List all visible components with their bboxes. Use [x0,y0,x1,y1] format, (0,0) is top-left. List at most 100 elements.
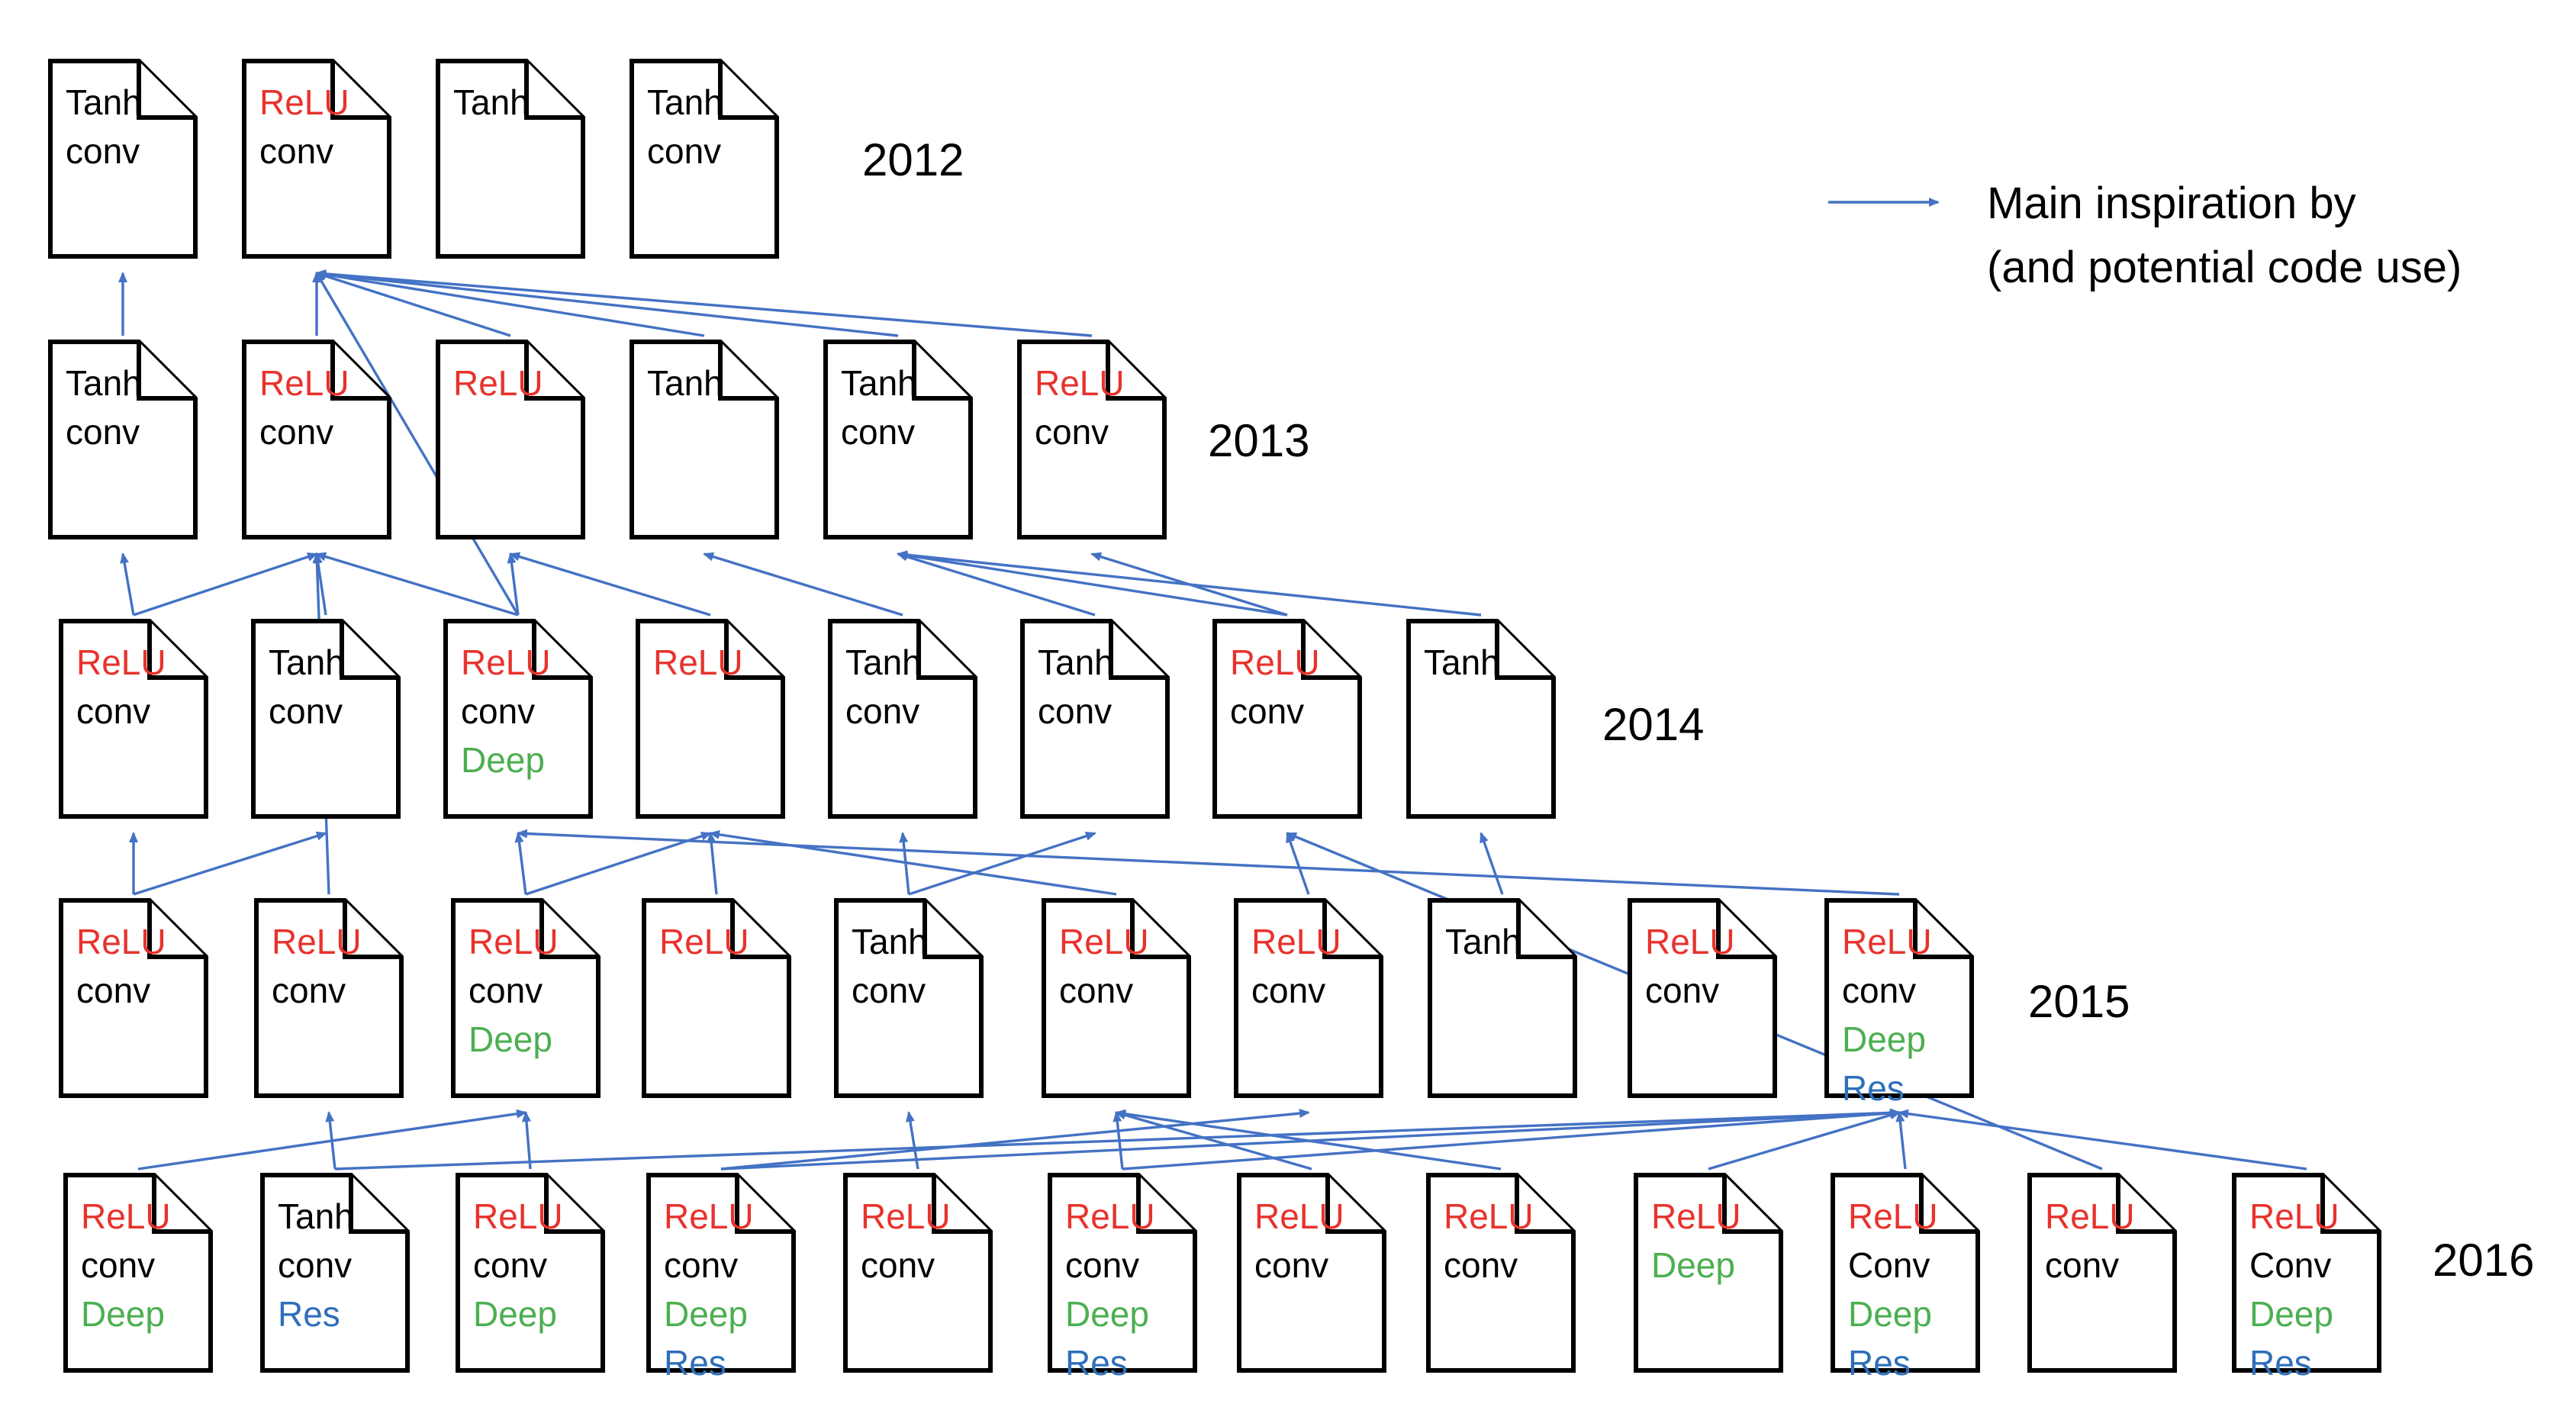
page-corner-fold-icon [932,1175,990,1234]
paper-label-tanh: Tanh [453,82,530,122]
paper-2013-3: ReLU [436,340,585,539]
inspiration-arrow [1115,1110,1312,1171]
paper-label-tanh: Tanh [1038,642,1114,682]
paper-2016-1: ReLU conv Deep [63,1173,213,1373]
inspiration-arrow [525,832,712,896]
paper-label-deep: Deep [1842,1019,1926,1059]
page-corner-fold-icon [544,1175,603,1234]
paper-label-relu: ReLU [1230,642,1320,682]
paper-label-relu: ReLU [659,922,749,961]
inspiration-arrow [334,1108,1901,1171]
paper-2016-11: ReLU conv [2027,1173,2177,1373]
paper-2016-5: ReLU conv [843,1173,993,1373]
page-corner-fold-icon [1716,900,1775,959]
paper-label-relu: ReLU [2045,1196,2135,1236]
paper-2016-7: ReLU conv [1237,1173,1386,1373]
paper-label-conv: conv [1645,971,1719,1010]
paper-label-tanh: Tanh [269,642,345,682]
page-corner-fold-icon [137,342,195,401]
page-corner-fold-icon [718,342,777,401]
inspiration-arrow [509,552,711,617]
inspiration-arrow [521,1111,532,1170]
paper-label-relu: ReLU [453,363,543,403]
paper-label-relu: ReLU [861,1196,951,1236]
paper-label-deep: Deep [461,740,545,780]
page-corner-fold-icon [1516,900,1575,959]
paper-label-relu: ReLU [1444,1196,1534,1236]
paper-label-conv: conv [2045,1245,2119,1285]
paper-label-res: Res [278,1294,340,1334]
paper-2014-8: Tanh [1406,619,1556,819]
paper-2013-1: Tanh conv [48,340,198,539]
paper-label-res: Res [1842,1068,1905,1108]
inspiration-arrow [315,269,705,337]
paper-label-conv: conv [76,691,150,731]
paper-2016-10: ReLU Conv Deep Res [1831,1173,1980,1383]
page-corner-fold-icon [524,342,583,401]
paper-label-relu: ReLU [1059,922,1149,961]
paper-label-relu: ReLU [259,82,349,122]
inspiration-arrow [514,832,527,895]
paper-2013-2: ReLU conv [242,340,391,539]
paper-2015-7: ReLU conv [1234,898,1383,1098]
page-corner-fold-icon [2320,1175,2379,1234]
inspiration-arrow [1122,1108,1901,1171]
paper-label-deep: Deep [1848,1294,1932,1334]
paper-label-relu: ReLU [653,642,743,682]
paper-label-relu: ReLU [1848,1196,1938,1236]
page-corner-fold-icon [724,621,783,680]
paper-2014-1: ReLU conv [59,619,208,819]
page-corner-fold-icon [147,621,206,680]
year-label-2012: 2012 [862,134,964,185]
paper-label-deep: Deep [1065,1294,1149,1334]
paper-label-tanh: Tanh [66,363,142,403]
paper-label-conv: conv [845,691,919,731]
paper-2012-2: ReLU conv [242,59,391,259]
page-corner-fold-icon [1913,900,1972,959]
page-corner-fold-icon [1106,342,1164,401]
paper-label-tanh: Tanh [1424,642,1500,682]
page-corner-fold-icon [1722,1175,1781,1234]
paper-label-relu: ReLU [1035,363,1125,403]
page-corner-fold-icon [539,900,598,959]
paper-label-conv: conv [473,1245,547,1285]
paper-label-conv: Conv [1848,1245,1930,1285]
inspiration-arrow [315,269,1093,337]
paper-label-res: Res [664,1343,726,1383]
paper-2015-8: Tanh [1428,898,1577,1098]
page-corner-fold-icon [524,61,583,120]
paper-2016-3: ReLU conv Deep [456,1173,605,1373]
paper-label-relu: ReLU [1645,922,1735,961]
paper-label-conv: conv [1065,1245,1139,1285]
page-corner-fold-icon [1109,621,1167,680]
inspiration-arrow [720,1108,1901,1171]
paper-label-conv: conv [852,971,926,1010]
inspiration-arrow [517,829,1900,896]
inspiration-arrow [133,831,327,896]
paper-2012-1: Tanh conv [48,59,198,259]
paper-label-res: Res [2249,1343,2312,1383]
inspiration-arrow [1480,832,1504,895]
paper-label-conv: conv [461,691,535,731]
legend-line-2: (and potential code use) [1987,243,2462,292]
paper-label-relu: ReLU [81,1196,171,1236]
paper-2016-12: ReLU Conv Deep Res [2232,1173,2381,1383]
paper-2016-2: Tanh conv Res [260,1173,410,1373]
page-corner-fold-icon [2116,1175,2175,1234]
paper-2016-9: ReLU Deep [1634,1173,1783,1373]
paper-label-tanh: Tanh [845,642,922,682]
paper-label-conv: conv [272,971,346,1010]
paper-label-conv: conv [269,691,343,731]
paper-label-tanh: Tanh [647,363,723,403]
page-corner-fold-icon [923,900,981,959]
inspiration-arrow [897,550,1288,617]
paper-2015-9: ReLU conv [1628,898,1777,1098]
paper-label-conv: conv [259,412,333,452]
page-corner-fold-icon [730,900,789,959]
paper-label-conv: conv [1059,971,1133,1010]
paper-2016-8: ReLU conv [1426,1173,1576,1373]
inspiration-arrow [325,1111,336,1170]
legend-line-1: Main inspiration by [1987,179,2356,228]
paper-label-tanh: Tanh [66,82,142,122]
